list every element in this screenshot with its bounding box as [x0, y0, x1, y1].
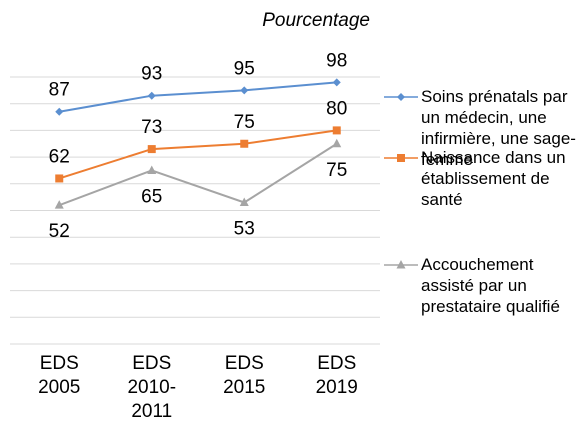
marker — [396, 260, 406, 269]
marker — [332, 126, 341, 135]
series-line — [58, 129, 337, 180]
data-label: 62 — [49, 146, 70, 167]
marker — [54, 200, 64, 209]
marker — [147, 165, 157, 174]
data-label: 95 — [234, 58, 255, 79]
marker — [147, 91, 156, 100]
marker — [397, 93, 405, 101]
y-axis-label: Pourcentage — [262, 10, 370, 31]
x-tick-label: EDS 2019 — [315, 353, 358, 398]
data-label: 75 — [326, 160, 347, 181]
marker — [240, 86, 249, 95]
data-label: 73 — [141, 117, 162, 138]
x-tick-label: EDS 2005 — [38, 353, 81, 398]
x-tick-label: EDS 2010-2011 — [127, 353, 177, 422]
marker — [147, 145, 156, 154]
data-label: 53 — [234, 219, 255, 240]
marker — [332, 78, 341, 87]
legend-label: Soins prénatals par un médecin, une infi… — [421, 87, 576, 169]
data-label: 87 — [49, 80, 70, 101]
legend-label: Naissance dans un établissement de santé — [421, 148, 566, 209]
data-label: 65 — [141, 186, 162, 207]
series-line — [59, 81, 337, 113]
data-label: 98 — [326, 50, 347, 71]
marker — [397, 154, 405, 162]
data-label: 52 — [49, 221, 70, 242]
legend-label: Accouchement assisté par un prestataire … — [421, 255, 560, 316]
marker — [55, 174, 64, 183]
data-label: 80 — [326, 98, 347, 119]
series-line — [58, 142, 338, 207]
marker — [240, 139, 249, 148]
marker — [239, 197, 249, 206]
data-label: 93 — [141, 64, 162, 85]
marker — [55, 107, 64, 116]
marker — [332, 138, 342, 148]
x-tick-label: EDS 2015 — [223, 353, 266, 398]
data-label: 75 — [234, 112, 255, 133]
